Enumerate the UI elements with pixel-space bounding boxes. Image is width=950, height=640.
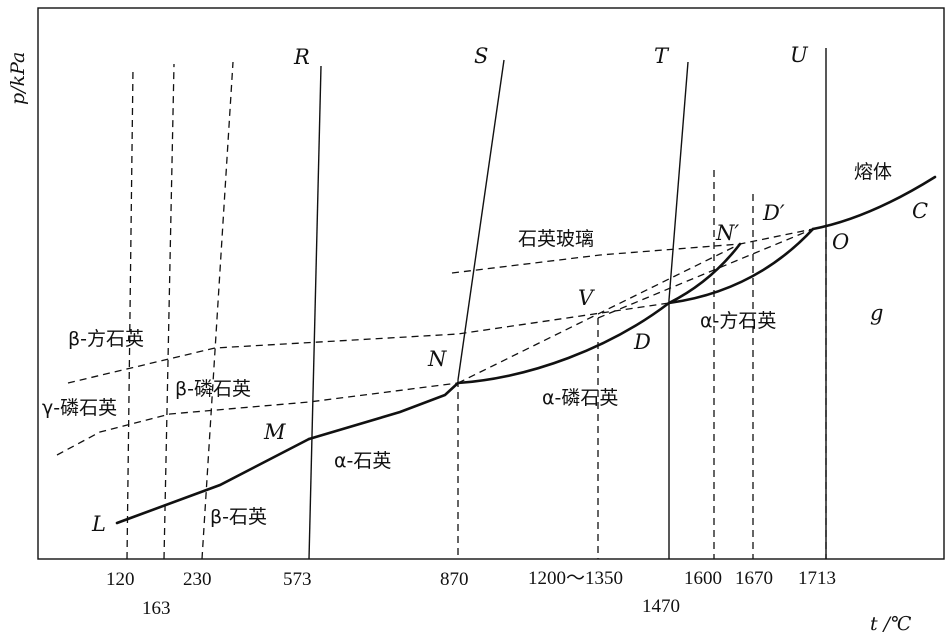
- curve-T-Nprime: [667, 242, 742, 305]
- point-M: M: [263, 420, 286, 444]
- dash-120: [126, 67, 134, 560]
- y-axis-label: p/kPa: [7, 52, 29, 105]
- tick-230: 230: [183, 569, 212, 590]
- point-g: g: [870, 301, 883, 325]
- curve-M-N: [307, 381, 460, 441]
- tick-1200-1350: 1200～1350: [528, 568, 623, 589]
- phase-gamma-tridymite: γ-磷石英: [42, 397, 117, 419]
- phase-quartz-glass: 石英玻璃: [518, 228, 594, 250]
- dash-163: [163, 63, 175, 560]
- point-N: N: [427, 347, 447, 371]
- tick-1470: 1470: [642, 596, 680, 617]
- tick-1670: 1670: [735, 568, 773, 589]
- point-S: S: [474, 44, 488, 68]
- curve-T-Dprime: [667, 227, 815, 305]
- dash-gamma-tridymite: [56, 382, 459, 456]
- point-V: V: [578, 286, 595, 310]
- x-axis-label: t /℃: [870, 613, 911, 635]
- tick-1600: 1600: [684, 568, 722, 589]
- curve-O-C: [811, 175, 937, 231]
- phase-beta-quartz: β-石英: [210, 506, 267, 528]
- dash-230: [201, 61, 234, 560]
- tick-120: 120: [106, 569, 135, 590]
- dash-V-to-Dprime: [597, 228, 814, 319]
- dashed-vertical-lines: [126, 61, 827, 560]
- phase-beta-tridymite: β-磷石英: [175, 378, 251, 400]
- phase-melt: 熔体: [854, 161, 892, 183]
- point-C: C: [912, 199, 928, 223]
- line-S: [457, 59, 505, 381]
- tick-1713: 1713: [798, 568, 836, 589]
- dash-beta-cristobalite: [67, 302, 670, 384]
- solid-boundary-lines: [308, 48, 827, 560]
- line-R: [308, 65, 322, 560]
- point-L: L: [91, 512, 106, 536]
- tick-870: 870: [440, 569, 469, 590]
- phase-beta-cristobalite: β-方石英: [68, 328, 144, 350]
- point-R: R: [293, 45, 310, 69]
- tick-573: 573: [283, 569, 312, 590]
- phase-alpha-tridymite: α-磷石英: [542, 387, 618, 409]
- stable-curves: [115, 175, 937, 525]
- point-D: D: [633, 330, 651, 354]
- tick-labels: 120 163 230 573 870 1200～1350 1470 1600 …: [106, 568, 836, 619]
- point-O: O: [832, 230, 849, 254]
- tick-163: 163: [142, 598, 171, 619]
- point-D-prime: D′: [762, 201, 785, 225]
- phase-alpha-quartz: α-石英: [334, 450, 391, 472]
- curve-L-M: [115, 437, 311, 525]
- dash-NV-to-Nprime: [457, 243, 741, 384]
- point-U: U: [790, 43, 809, 67]
- point-labels: R S T U L M N V D N′ D′ O C g: [91, 43, 928, 536]
- point-T: T: [654, 44, 670, 68]
- dashed-metastable-lines: [56, 228, 814, 456]
- dash-quartz-glass: [451, 228, 814, 274]
- plot-frame: [37, 7, 945, 560]
- phase-alpha-cristobalite: α-方石英: [700, 310, 776, 332]
- curve-N-T: [456, 301, 671, 385]
- point-N-prime: N′: [715, 221, 739, 245]
- phase-labels: 熔体 石英玻璃 β-方石英 γ-磷石英 β-磷石英 α-石英 β-石英 α-磷石…: [42, 161, 892, 528]
- line-T: [668, 61, 689, 301]
